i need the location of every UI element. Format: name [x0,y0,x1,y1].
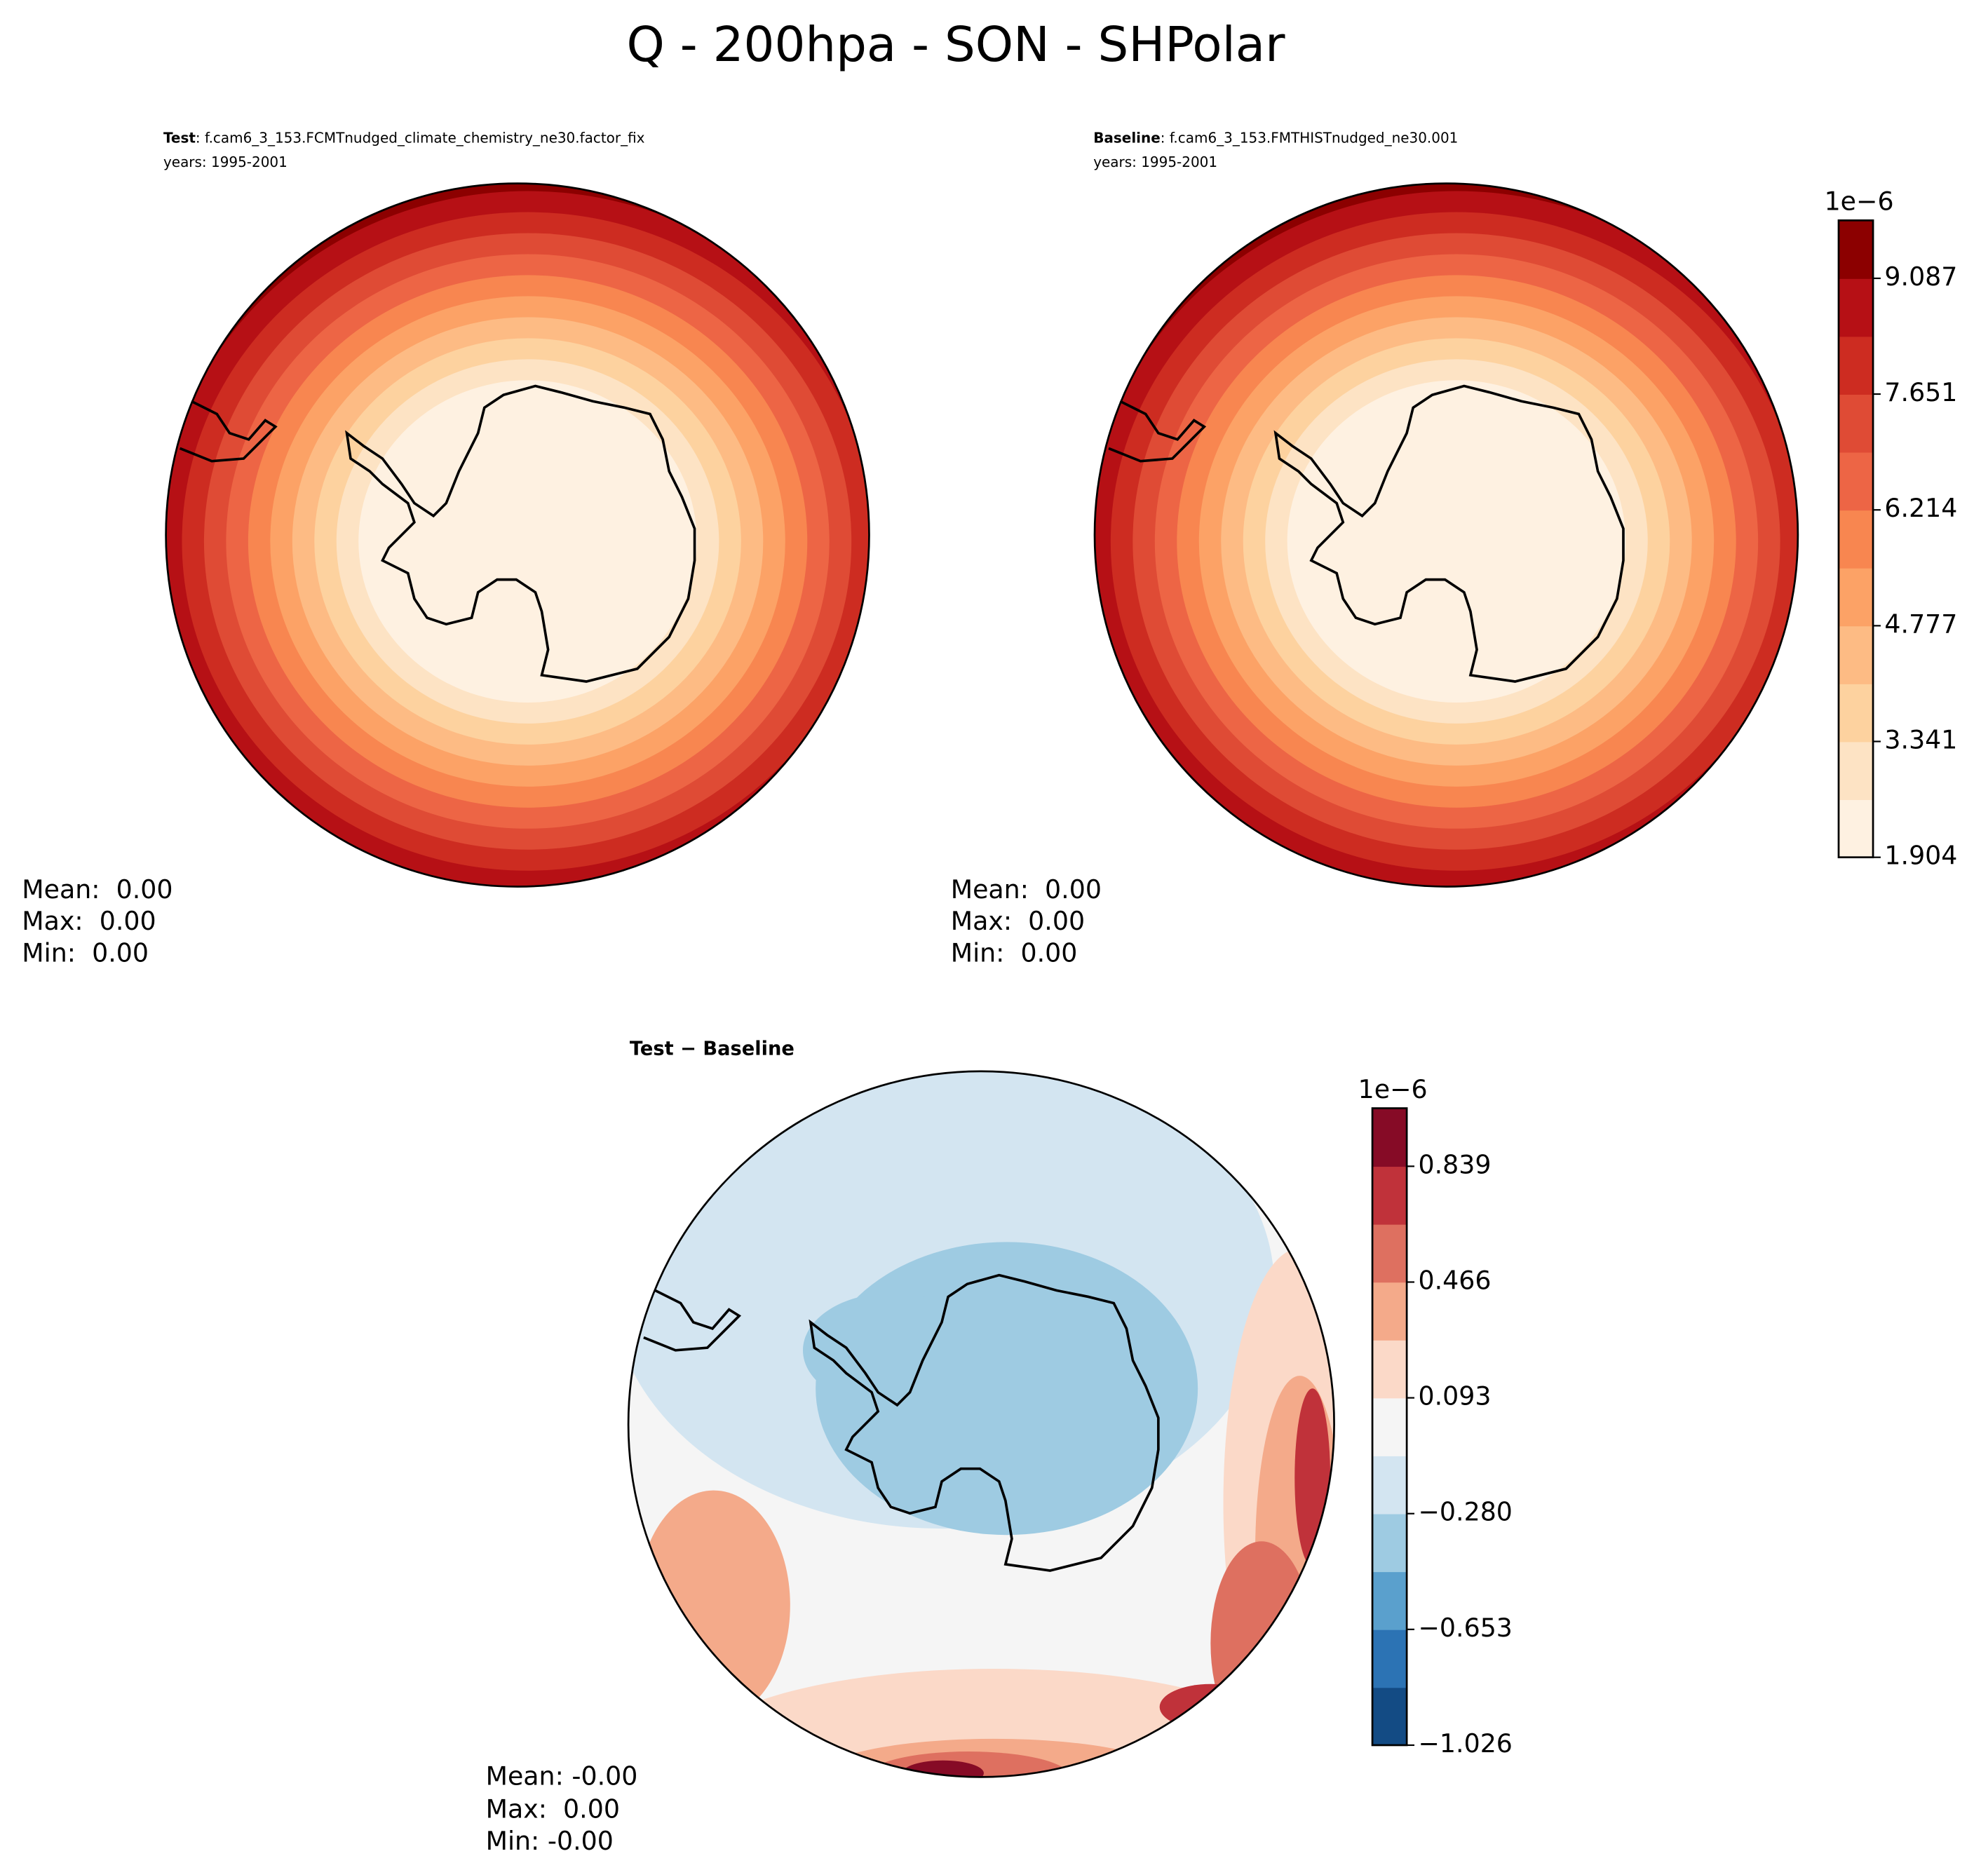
colorbar-band [1372,1224,1407,1283]
colorbar-band [1839,336,1874,395]
contour-band [902,1760,984,1777]
panel-title: Baseline: f.cam6_3_153.FMTHISTnudged_ne3… [1093,129,1458,146]
colorbar-offset: 1e−6 [1825,187,1894,217]
stat: Max: 0.00 [951,906,1085,936]
colorbar-band [1839,683,1874,743]
colorbar-band [1372,1397,1407,1456]
stat: Mean: -0.00 [486,1761,638,1791]
map-border [627,1070,1335,1778]
colorbar-band [1839,567,1874,627]
colorbar-band [1839,220,1874,279]
colorbar-band [1372,1456,1407,1515]
subtitle: : f.cam6_3_153.FMTHISTnudged_ne30.001 [1161,129,1459,146]
map-border [1093,182,1799,888]
colorbar-tick-label: −0.653 [1418,1613,1512,1643]
colorbar-frame [1371,1107,1408,1747]
field [1095,183,1798,887]
colorbar-band [1372,1513,1407,1573]
stat: Mean: 0.00 [22,874,173,904]
colorbar-band [1839,625,1874,684]
colorbar-band [1372,1339,1407,1399]
years: years: 1995-2001 [1093,154,1217,170]
contour-band [358,380,697,703]
map-border [165,182,870,888]
stat: Min: 0.00 [22,938,149,968]
colorbar: 1e−6 −1.026 −0.653 −0.280 0.093 0.466 0.839 [1358,1074,1513,1759]
panel-test: Test: f.cam6_3_153.FCMTnudged_climate_ch… [22,129,870,968]
colorbar-band [1372,1108,1407,1167]
colorbar-tick-label: −0.280 [1418,1497,1512,1527]
stat: Min: -0.00 [486,1826,614,1856]
colorbar-band [1372,1629,1407,1688]
colorbar-tick-label: −1.026 [1418,1728,1512,1759]
title: Baseline [1093,129,1161,146]
stat: Min: 0.00 [951,938,1078,968]
colorbar-band [1372,1166,1407,1225]
colorbar-tick-label: 1.904 [1884,841,1957,871]
colorbar-tick-label: 4.777 [1884,609,1957,639]
colorbar-tick-label: 0.839 [1418,1149,1491,1179]
suptitle: Q - 200hpa - SON - SHPolar [627,17,1286,73]
colorbar-tick-label: 0.466 [1418,1265,1491,1295]
contour-band [637,1490,790,1720]
colorbar-band [1839,278,1874,337]
colorbar-band [1839,799,1874,858]
field [165,183,870,887]
colorbar-band [1839,510,1874,569]
title: Test [163,129,196,146]
colorbar-band [1372,1571,1407,1630]
colorbar-band [1839,741,1874,801]
stat: Max: 0.00 [486,1794,620,1824]
colorbar-band [1839,394,1874,453]
colorbar-band [1372,1282,1407,1341]
contour-band [1159,1683,1262,1730]
colorbar-frame [1837,219,1874,859]
stat: Max: 0.00 [22,906,156,936]
panel-title: Test: f.cam6_3_153.FCMTnudged_climate_ch… [163,129,645,146]
colorbar-offset: 1e−6 [1358,1074,1428,1104]
stat: Mean: 0.00 [951,874,1102,904]
colorbar-tick-label: 9.087 [1884,262,1957,292]
colorbar: 1e−6 1.904 3.341 4.777 6.214 7.651 9.087 [1825,187,1958,871]
years: years: 1995-2001 [163,154,288,170]
panel-baseline: Baseline: f.cam6_3_153.FMTHISTnudged_ne3… [951,129,1958,968]
colorbar-tick-label: 0.093 [1418,1381,1491,1411]
colorbar-tick-label: 3.341 [1884,724,1957,754]
field [628,1071,1334,1777]
colorbar-band [1839,452,1874,511]
colorbar-band [1372,1687,1407,1746]
colorbar-tick-label: 7.651 [1884,377,1957,407]
panel-diff: Test − Baseline Mean: -0.00 Max: 0.00 Mi… [486,1038,1513,1856]
panel-title: Test − Baseline [630,1038,794,1059]
contour-band [1287,380,1626,703]
contour-band [802,1293,982,1408]
subtitle: : f.cam6_3_153.FCMTnudged_climate_chemis… [196,129,645,146]
contour-band [1294,1388,1331,1567]
contour-band [1210,1541,1313,1745]
colorbar-tick-label: 6.214 [1884,493,1957,523]
